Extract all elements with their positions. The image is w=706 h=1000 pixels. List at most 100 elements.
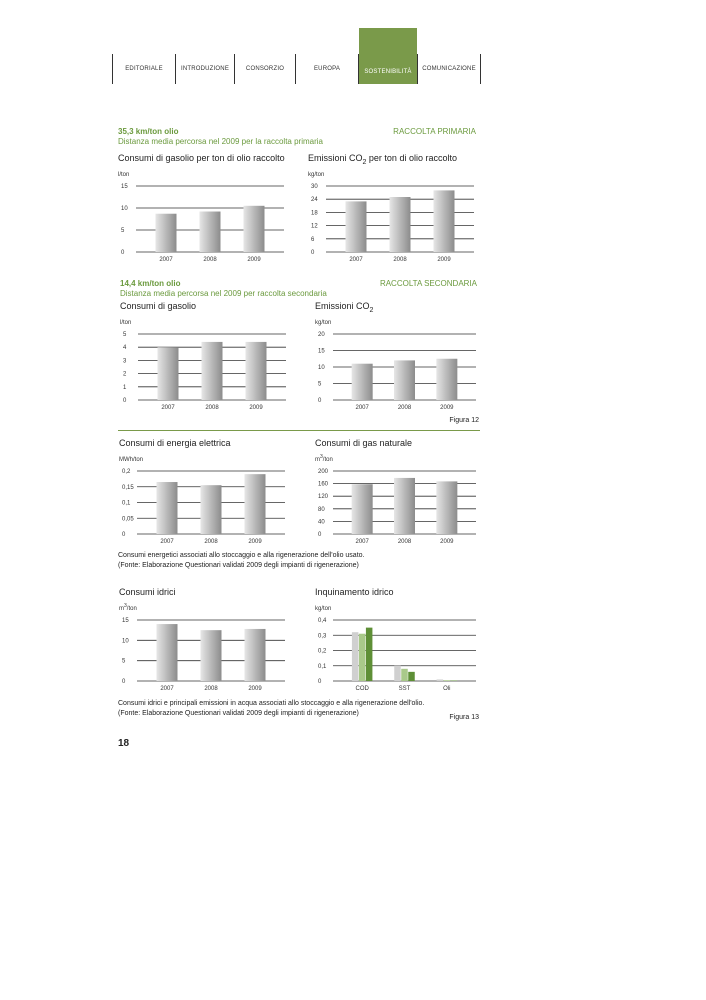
nav-item-consorzio[interactable]: CONSORZIO [245, 66, 285, 72]
bar-2008 [199, 211, 221, 252]
y-tick-label: 0 [318, 532, 322, 538]
figure-12-caption: Figura 12 [449, 417, 479, 424]
nav-item-sostenibilita[interactable]: SOSTENIBILITÀ [359, 28, 417, 84]
bar-2007 [156, 482, 178, 534]
y-tick-label: 5 [122, 659, 126, 665]
y-tick-label: 0 [122, 532, 126, 538]
x-tick-label: 2008 [398, 405, 412, 411]
y-tick-label: 0 [122, 679, 126, 685]
chart-title: Consumi di gasolio per ton di olio racco… [118, 153, 285, 163]
y-tick-label: 200 [318, 469, 329, 475]
y-tick-label: 0,3 [318, 633, 327, 639]
nav-item-europa[interactable]: EUROPA [313, 66, 341, 72]
chart-title: Consumi di gas naturale [315, 438, 412, 448]
chart-unit-label: kg/ton [315, 320, 331, 326]
y-tick-label: 0 [318, 679, 322, 685]
bar-2009 [436, 481, 458, 534]
y-tick-label: 12 [311, 224, 318, 230]
x-tick-label: 2009 [440, 539, 454, 545]
nav-separator [112, 54, 113, 84]
bar-2008 [200, 485, 222, 534]
x-tick-label: 2009 [437, 257, 451, 263]
chart-diesel-secondary: Consumi di gasolio l/ton 0 1 2 3 4 5 2007 2008 200… [120, 301, 286, 411]
bar-2007 [155, 213, 177, 252]
primary-label: RACCOLTA PRIMARIA [393, 127, 476, 136]
bar-2009 [433, 190, 455, 252]
energy-note-line1: Consumi energetici associati allo stocca… [118, 552, 365, 559]
y-tick-label: 2 [123, 372, 127, 378]
bar-sst-s2 [401, 668, 408, 681]
x-tick-label: 2008 [204, 686, 218, 692]
nav-item-introduzione[interactable]: INTRODUZIONE [180, 66, 230, 72]
x-tick-label: 2008 [204, 539, 218, 545]
nav-item-comunicazione[interactable]: COMUNICAZIONE [422, 66, 476, 72]
bar-oli-s2 [443, 680, 451, 681]
bar-2007 [157, 347, 179, 400]
x-tick-label: COD [355, 686, 369, 692]
y-tick-label: 6 [311, 237, 315, 243]
x-tick-label: 2009 [249, 405, 263, 411]
chart-unit-label: l/ton [118, 172, 129, 178]
chart-natural-gas: Consumi di gas naturale m3/ton 0 40 80 120 160… [315, 438, 476, 545]
bar-2009 [436, 358, 458, 400]
x-tick-label: 2007 [159, 257, 173, 263]
chart-unit-label: MWh/ton [119, 457, 143, 463]
chart-electricity: Consumi di energia elettrica MWh/ton 0 0,05… [119, 438, 285, 545]
y-tick-label: 4 [123, 345, 127, 351]
y-tick-label: 0 [123, 398, 127, 404]
secondary-label: RACCOLTA SECONDARIA [379, 279, 477, 288]
page-number: 18 [118, 738, 130, 749]
chart-title: Inquinamento idrico [315, 587, 394, 597]
x-tick-label: 2007 [160, 539, 174, 545]
bar-2009 [243, 205, 265, 252]
x-tick-label: Oli [443, 686, 450, 692]
y-tick-label: 40 [318, 519, 325, 525]
chart-title: Consumi di gasolio [120, 301, 196, 311]
nav-separator [480, 54, 481, 84]
y-tick-label: 1 [123, 385, 127, 391]
y-tick-label: 160 [318, 482, 329, 488]
x-tick-label: 2009 [248, 686, 262, 692]
bar-2009 [244, 474, 266, 534]
y-tick-label: 0,1 [122, 501, 131, 507]
y-tick-label: 0 [121, 250, 125, 256]
chart-unit-label: m3/ton [119, 603, 137, 612]
secondary-subline: Distanza media percorsa nel 2009 per rac… [120, 289, 327, 298]
bar-cod-s3 [365, 627, 373, 681]
y-tick-label: 10 [122, 638, 129, 644]
bar-cod-s2 [358, 633, 366, 681]
chart-unit-label: l/ton [120, 320, 131, 326]
chart-diesel-primary: Consumi di gasolio per ton di olio racco… [118, 153, 285, 263]
chart-unit-label: kg/ton [308, 172, 324, 178]
nav-item-editoriale[interactable]: EDITORIALE [125, 66, 163, 72]
primary-subline: Distanza media percorsa nel 2009 per la … [118, 137, 323, 146]
y-tick-label: 10 [318, 365, 325, 371]
section-divider [118, 430, 480, 431]
figure-13-caption: Figura 13 [449, 714, 479, 721]
energy-note-line2: (Fonte: Elaborazione Questionari validat… [118, 562, 359, 569]
chart-unit-label: kg/ton [315, 606, 331, 612]
nav-separator [234, 54, 235, 84]
x-tick-label: 2009 [248, 539, 262, 545]
y-tick-label: 80 [318, 507, 325, 513]
x-tick-label: 2007 [349, 257, 363, 263]
chart-title: Emissioni CO2 per ton di olio raccolto [308, 153, 457, 166]
bar-2008 [394, 477, 415, 534]
bar-sst-s3 [408, 671, 415, 681]
x-tick-label: 2009 [440, 405, 454, 411]
y-tick-label: 15 [121, 184, 128, 190]
y-tick-label: 10 [121, 206, 128, 212]
x-tick-label: SST [399, 686, 411, 692]
y-tick-label: 120 [318, 494, 329, 500]
bar-2008 [389, 197, 411, 252]
y-tick-label: 15 [122, 618, 129, 624]
nav-separator [295, 54, 296, 84]
y-tick-label: 15 [318, 349, 325, 355]
y-tick-label: 0,2 [122, 469, 131, 475]
y-tick-label: 20 [318, 332, 325, 338]
x-tick-label: 2008 [205, 405, 219, 411]
bar-2007 [156, 624, 178, 681]
x-tick-label: 2008 [398, 539, 412, 545]
bar-2007 [345, 201, 367, 252]
y-tick-label: 24 [311, 197, 318, 203]
